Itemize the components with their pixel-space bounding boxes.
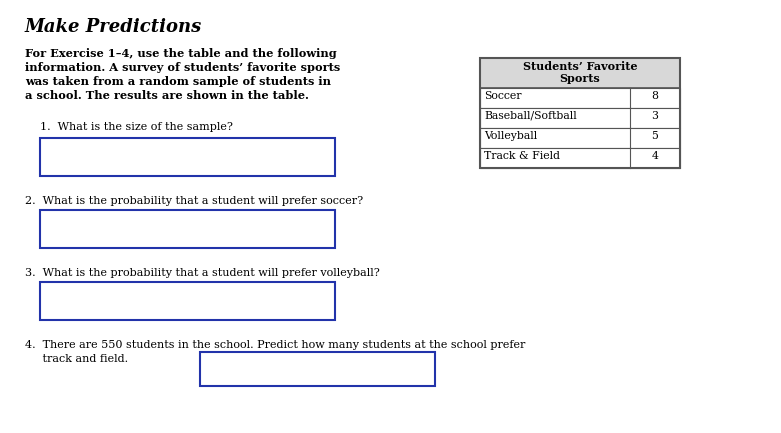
Text: was taken from a random sample of students in: was taken from a random sample of studen… (25, 76, 331, 87)
FancyBboxPatch shape (480, 88, 680, 108)
Text: information. A survey of students’ favorite sports: information. A survey of students’ favor… (25, 62, 341, 73)
Text: Track & Field: Track & Field (484, 151, 560, 161)
FancyBboxPatch shape (480, 108, 680, 128)
Text: a school. The results are shown in the table.: a school. The results are shown in the t… (25, 90, 308, 101)
Text: 4: 4 (651, 151, 658, 161)
Text: 2.  What is the probability that a student will prefer soccer?: 2. What is the probability that a studen… (25, 196, 363, 206)
FancyBboxPatch shape (480, 58, 680, 88)
Text: For Exercise 1–4, use the table and the following: For Exercise 1–4, use the table and the … (25, 48, 337, 59)
FancyBboxPatch shape (40, 138, 335, 176)
FancyBboxPatch shape (480, 148, 680, 168)
Text: track and field.: track and field. (25, 354, 128, 364)
Text: 4.  There are 550 students in the school. Predict how many students at the schoo: 4. There are 550 students in the school.… (25, 340, 526, 350)
Text: Soccer: Soccer (484, 91, 522, 101)
Text: 5: 5 (651, 131, 658, 141)
Text: Baseball/Softball: Baseball/Softball (484, 111, 576, 121)
FancyBboxPatch shape (200, 352, 435, 386)
FancyBboxPatch shape (40, 282, 335, 320)
Text: Sports: Sports (560, 73, 601, 84)
Text: Volleyball: Volleyball (484, 131, 537, 141)
FancyBboxPatch shape (480, 128, 680, 148)
Text: 3: 3 (651, 111, 658, 121)
Text: 8: 8 (651, 91, 658, 101)
Text: 3.  What is the probability that a student will prefer volleyball?: 3. What is the probability that a studen… (25, 268, 380, 278)
Text: Make Predictions: Make Predictions (25, 18, 202, 36)
FancyBboxPatch shape (40, 210, 335, 248)
Text: Students’ Favorite: Students’ Favorite (522, 61, 637, 72)
Text: 1.  What is the size of the sample?: 1. What is the size of the sample? (40, 122, 233, 132)
